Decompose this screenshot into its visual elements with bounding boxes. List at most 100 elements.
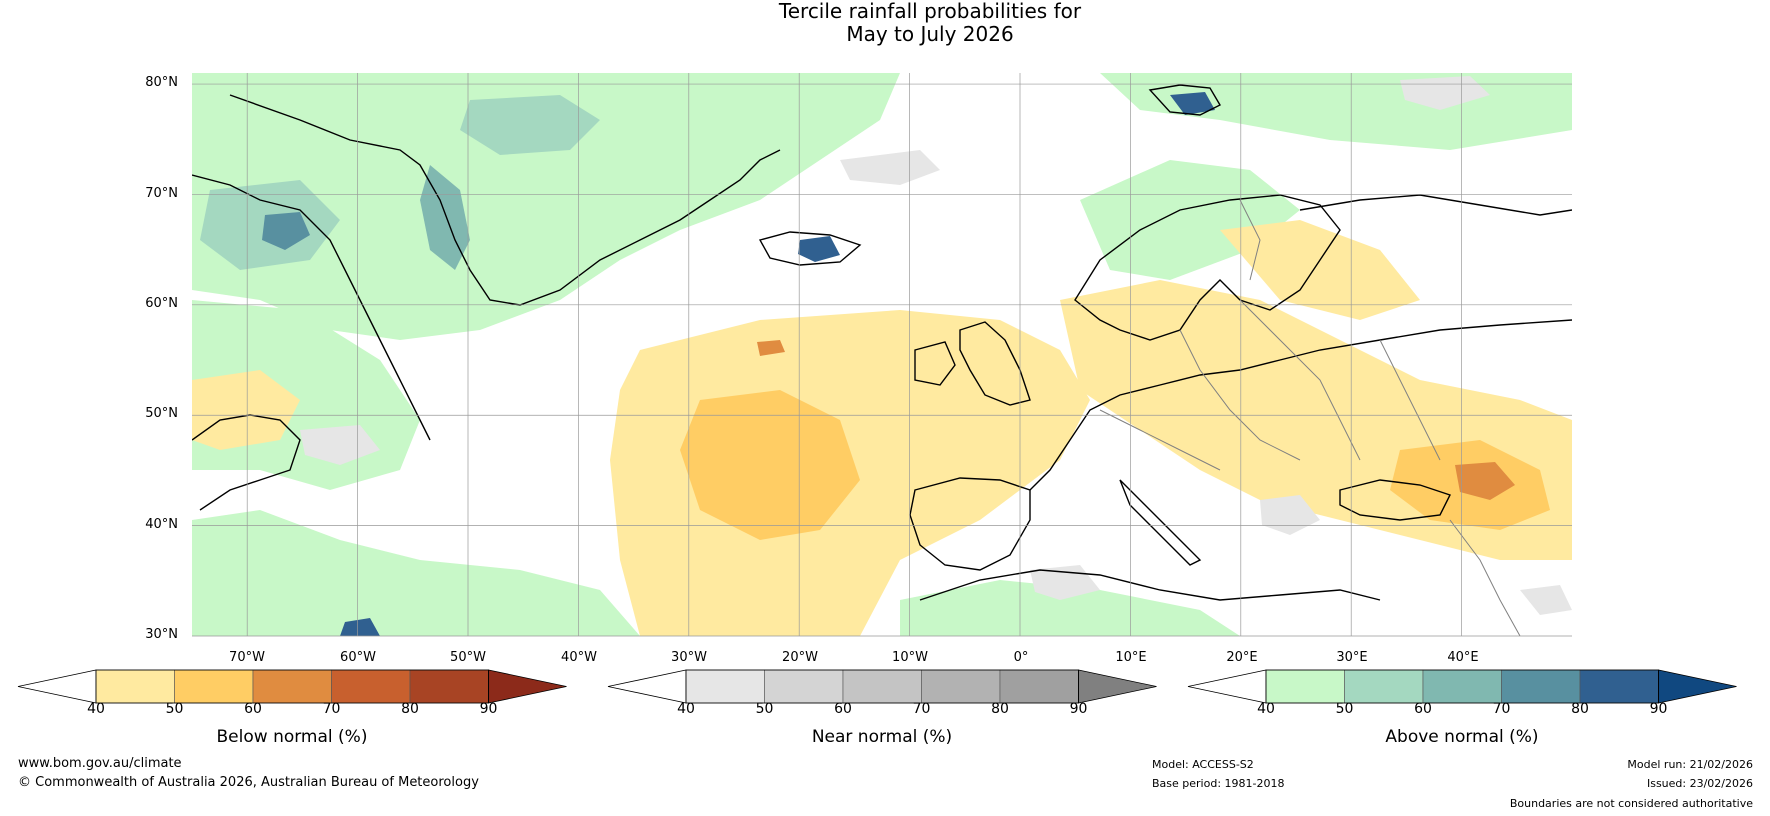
lon-label-0: 0°: [1013, 650, 1029, 665]
colorbar-max-arrow: [1658, 669, 1737, 704]
copyright: © Commonwealth of Australia 2026, Austra…: [18, 775, 479, 790]
coastline-scandinavia: [1074, 194, 1341, 341]
coastlines: [192, 84, 1572, 601]
near-normal-region-arctic: [840, 150, 940, 185]
coastline-greenland-west: [192, 174, 431, 441]
below-normal-region-atlantic-60: [680, 390, 860, 540]
colorbar-tick-label: 40: [1257, 701, 1275, 717]
lat-label-70n: 70°N: [145, 186, 178, 201]
coastline-svalbard: [1148, 84, 1221, 116]
lat-label-30n: 30°N: [145, 627, 178, 642]
above-normal-region-north-africa: [900, 580, 1240, 636]
map-title-line2: May to July 2026: [846, 22, 1014, 46]
issued-date: Issued: 23/02/2026: [1646, 777, 1753, 790]
colorbar-min-arrow: [1187, 669, 1267, 704]
colorbar-near: [607, 669, 1157, 704]
colorbar-min-arrow: [17, 669, 97, 704]
near-normal-region-arctic-2: [1400, 76, 1490, 110]
base-period: Base period: 1981-2018: [1152, 777, 1285, 790]
colorbar-below: [17, 669, 567, 704]
lon-label-10e: 10°E: [1115, 650, 1147, 665]
colorbar-tick-label: 90: [1649, 701, 1668, 717]
above-normal-region-baffin-70: [262, 212, 310, 250]
map-title: Tercile rainfall probabilities for May t…: [0, 0, 1770, 46]
colorbar-segment: [1344, 669, 1424, 704]
lon-label-30w: 30°W: [671, 650, 707, 665]
lon-label-50w: 50°W: [450, 650, 486, 665]
lon-label-20w: 20°W: [782, 650, 818, 665]
model-name: Model: ACCESS-S2: [1152, 758, 1254, 771]
colorbar-segment: [331, 669, 411, 704]
lon-label-60w: 60°W: [340, 650, 376, 665]
colorbar-tick-label: 60: [244, 701, 262, 717]
colorbar-outline: [95, 669, 489, 704]
lon-label-40w: 40°W: [561, 650, 597, 665]
lon-label-10w: 10°W: [892, 650, 928, 665]
border-lines-1: [1179, 329, 1301, 461]
above-normal-region-atlantic-south: [192, 510, 640, 636]
colorbar-tick-label: 80: [401, 701, 419, 717]
colorbar-segment: [409, 669, 489, 704]
lon-label-40e: 40°E: [1447, 650, 1479, 665]
above-normal-region-greenland-50: [460, 95, 600, 155]
lat-label-50n: 50°N: [145, 406, 178, 421]
near-normal-region-anatolia: [1520, 585, 1572, 615]
coastline-labrador: [192, 414, 301, 511]
coastline-iberia: [909, 477, 1031, 571]
colorbar-outline: [1265, 669, 1659, 704]
country-borders: [1099, 199, 1521, 636]
colorbar-tick-label: 70: [912, 701, 931, 717]
colorbar-min-arrow: [607, 669, 687, 704]
coastline-russia-north: [1299, 194, 1572, 216]
colorbar-segment: [1579, 669, 1659, 704]
coastline-greenland: [229, 94, 781, 306]
colorbar-segment: [1265, 669, 1345, 704]
coastline-iceland: [758, 231, 862, 266]
border-lines-4: [1379, 339, 1441, 461]
colorbar-segment: [842, 669, 922, 704]
below-normal-region-atlantic-70: [757, 340, 785, 356]
colorbar-segment: [252, 669, 332, 704]
border-lines-3: [1099, 409, 1221, 471]
below-normal-region-scandinavia-east: [1220, 220, 1420, 320]
colorbar-segment: [95, 669, 175, 704]
below-normal-region-newfoundland: [192, 370, 300, 450]
model-run: Model run: 21/02/2026: [1627, 758, 1753, 771]
colorbar-tick-label: 50: [755, 701, 774, 717]
website-link[interactable]: www.bom.gov.au/climate: [18, 756, 182, 771]
lat-label-80n: 80°N: [145, 75, 178, 90]
lon-label-70w: 70°W: [229, 650, 265, 665]
probability-field: [192, 73, 1572, 636]
above-normal-region-atlantic-70: [340, 618, 380, 636]
above-normal-region-iceland: [798, 236, 840, 262]
coastline-black-sea: [1339, 479, 1451, 521]
border-lines-5: [1449, 519, 1521, 636]
above-normal-region-svalbard: [1170, 92, 1215, 115]
coastline-europe-mainland: [1029, 319, 1572, 491]
colorbar-title-below: Below normal (%): [216, 727, 368, 747]
lon-label-20e: 20°E: [1226, 650, 1258, 665]
colorbar-tick-label: 60: [1414, 701, 1432, 717]
colorbar-tick-label: 90: [1069, 701, 1088, 717]
colorbar-max-arrow: [488, 669, 567, 704]
colorbar-segment: [999, 669, 1079, 704]
colorbar-tick-label: 90: [479, 701, 498, 717]
colorbar-tick-label: 40: [677, 701, 695, 717]
colorbar-tick-label: 40: [87, 701, 105, 717]
colorbar-segment: [1422, 669, 1502, 704]
graticule: [192, 73, 1572, 637]
colorbar-segment: [1501, 669, 1581, 704]
colorbar-tick-label: 60: [834, 701, 852, 717]
colorbar-segment: [921, 669, 1001, 704]
border-lines-2: [1239, 299, 1361, 461]
colorbar-above: [1187, 669, 1737, 704]
lat-label-40n: 40°N: [145, 517, 178, 532]
colorbar-tick-label: 80: [991, 701, 1009, 717]
above-normal-region-greenland-sea: [192, 73, 900, 340]
lon-label-30e: 30°E: [1336, 650, 1368, 665]
near-normal-region-labrador: [300, 425, 380, 465]
coastline-north-africa: [919, 569, 1381, 601]
lat-label-60n: 60°N: [145, 296, 178, 311]
colorbar-tick-label: 50: [1335, 701, 1354, 717]
